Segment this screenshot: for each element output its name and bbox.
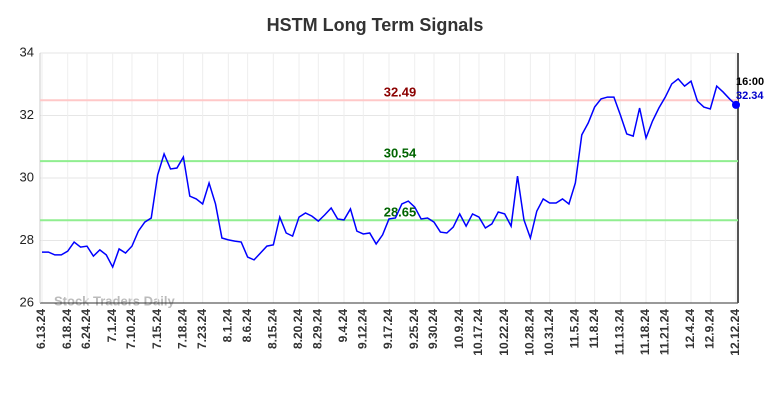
- x-tick-label: 8.15.24: [266, 309, 280, 349]
- x-tick-label: 9.12.24: [355, 309, 369, 349]
- last-value: 32.34: [736, 90, 764, 102]
- x-tick-label: 8.20.24: [291, 309, 305, 349]
- signal-label: 30.54: [384, 146, 417, 161]
- x-tick-label: 7.23.24: [195, 309, 209, 349]
- x-tick-label: 8.1.24: [221, 309, 235, 343]
- signal-label: 32.49: [384, 85, 417, 100]
- x-tick-label: 12.4.24: [683, 309, 697, 349]
- x-tick-label: 9.25.24: [407, 309, 421, 349]
- x-tick-label: 9.30.24: [426, 309, 440, 349]
- y-tick-label: 32: [20, 107, 34, 122]
- x-tick-label: 8.6.24: [240, 309, 254, 343]
- x-tick-label: 11.18.24: [638, 309, 652, 355]
- x-tick-label: 9.4.24: [336, 309, 350, 343]
- x-tick-label: 11.21.24: [657, 309, 671, 355]
- y-tick-label: 28: [20, 232, 34, 247]
- x-tick-label: 8.29.24: [310, 309, 324, 349]
- y-tick-label: 34: [20, 44, 34, 59]
- x-tick-label: 6.13.24: [34, 309, 48, 349]
- chart-title: HSTM Long Term Signals: [267, 15, 484, 35]
- x-tick-label: 11.8.24: [587, 309, 601, 349]
- signal-label: 28.65: [384, 205, 417, 220]
- x-tick-label: 7.1.24: [105, 309, 119, 343]
- last-point: [732, 100, 740, 109]
- x-tick-label: 7.18.24: [176, 309, 190, 349]
- x-tick-label: 10.31.24: [542, 309, 556, 356]
- x-tick-label: 7.15.24: [150, 309, 164, 349]
- x-tick-label: 10.17.24: [471, 309, 485, 356]
- x-tick-label: 10.28.24: [523, 309, 537, 356]
- x-tick-label: 12.9.24: [702, 309, 716, 349]
- last-time: 16:00: [736, 76, 764, 88]
- x-tick-label: 6.18.24: [60, 309, 74, 349]
- price-line: [42, 77, 737, 269]
- x-tick-label: 10.22.24: [497, 309, 511, 356]
- x-tick-label: 10.9.24: [452, 309, 466, 349]
- x-tick-label: 6.24.24: [79, 309, 93, 349]
- watermark: Stock Traders Daily: [54, 293, 175, 308]
- x-tick-label: 11.5.24: [568, 309, 582, 349]
- x-tick-label: 9.17.24: [381, 309, 395, 349]
- x-tick-label: 11.13.24: [613, 309, 627, 355]
- x-tick-label: 12.12.24: [728, 309, 742, 356]
- y-tick-label: 26: [20, 294, 34, 309]
- y-tick-label: 30: [20, 169, 34, 184]
- x-tick-label: 7.10.24: [124, 309, 138, 349]
